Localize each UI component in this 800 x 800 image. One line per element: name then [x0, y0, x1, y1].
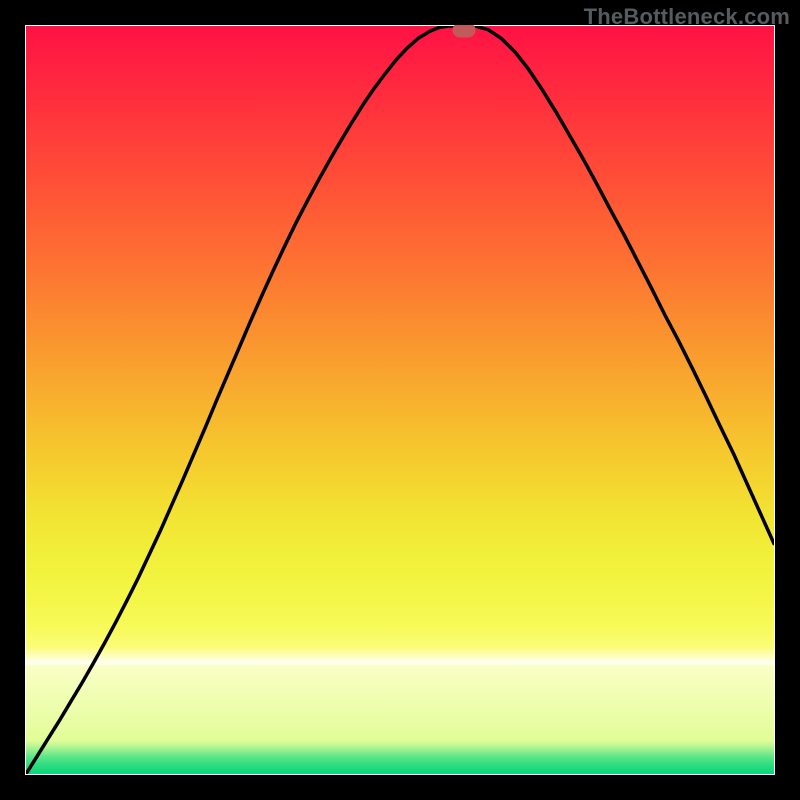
plot-area — [26, 26, 774, 774]
figure-root: TheBottleneck.com — [0, 0, 800, 800]
attribution-text: TheBottleneck.com — [584, 4, 790, 30]
bottleneck-curve — [26, 26, 774, 774]
optimum-marker — [452, 23, 475, 38]
